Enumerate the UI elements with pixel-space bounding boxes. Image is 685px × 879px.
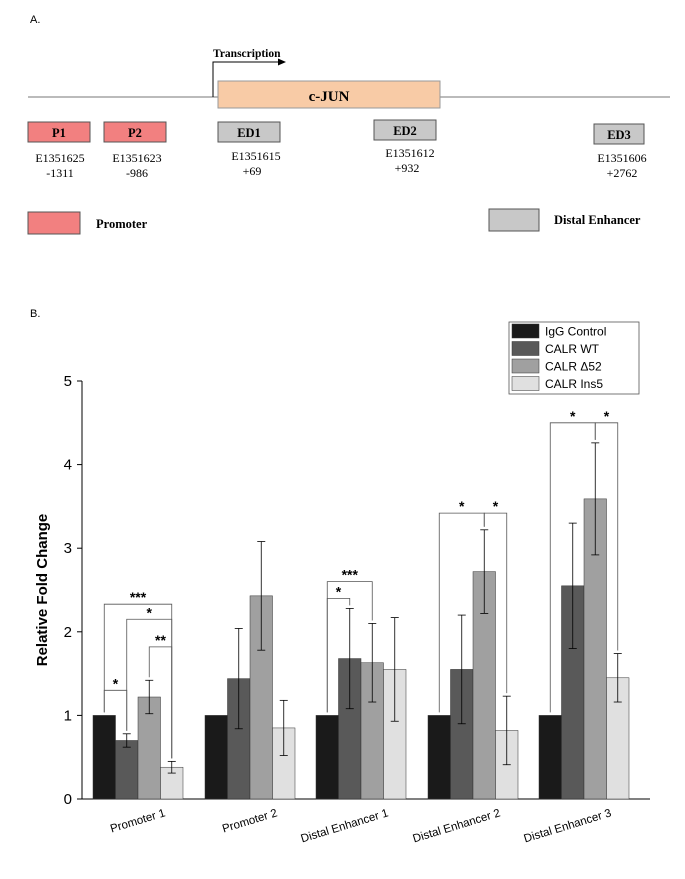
promoter-legend-label: Promoter [96,217,148,231]
ed2-position: +932 [395,161,420,175]
significance-label: * [570,408,576,424]
bar [227,678,251,800]
panel-a-label: A. [30,14,40,26]
significance-label: * [459,498,465,514]
significance-bracket [126,618,173,759]
bar [115,740,139,800]
transcription-arrowhead [278,58,286,66]
gene-diagram: A. c-JUN Transcription P1 E1351625 -1311… [27,14,670,235]
ed3-position: +2762 [607,166,638,180]
significance-label: *** [130,589,147,605]
legend-label: IgG Control [545,325,606,339]
ed1-position: +69 [243,164,262,178]
significance-bracket [326,597,351,713]
significance-label: *** [342,567,359,583]
bar [360,662,384,800]
significance-bracket [103,603,173,759]
legend-swatch [511,358,540,374]
ed1-label: ED1 [237,126,261,140]
significance-bracket [103,689,128,731]
panel-b-label: B. [30,308,40,320]
bar [538,715,562,800]
x-category-label: Promoter 2 [221,807,279,835]
significance-label: * [113,675,119,691]
y-axis-label: Relative Fold Change [34,514,51,667]
bar [338,658,362,800]
x-category-label: Promoter 1 [109,807,167,835]
legend-swatch [511,341,540,356]
y-tick-label: 1 [64,707,72,724]
bar [272,727,296,800]
ed2-id: E1351612 [385,146,434,160]
ed2-box [373,119,437,141]
bar [160,766,184,800]
bar [450,669,474,800]
significance-bracket [326,581,373,713]
significance-bracket [438,512,485,713]
bar [315,715,339,800]
transcription-label: Transcription [213,48,281,60]
ed3-label: ED3 [607,128,631,142]
legend-label: CALR Δ52 [545,360,602,374]
p1-position: -1311 [46,166,74,180]
legend-swatch [511,376,540,391]
bar [204,715,228,800]
transcription-arrow [212,61,278,97]
bar [92,715,116,800]
significance-bracket [549,422,596,713]
significance-label: ** [155,632,166,648]
x-category-label: Distal Enhancer 2 [412,807,502,845]
p2-position: -986 [126,166,148,180]
bar [249,595,273,800]
promoter-legend-swatch [27,211,81,235]
y-tick-label: 5 [64,373,72,390]
p2-box [103,121,167,143]
legend-box [508,321,640,395]
enhancer-legend-label: Distal Enhancer [554,213,641,227]
ed3-box [593,123,645,145]
significance-label: * [604,408,610,424]
significance-label: * [493,498,499,514]
bar [606,677,630,800]
y-tick-label: 0 [64,791,72,808]
enhancer-legend-swatch [488,208,540,232]
legend-label: CALR Ins5 [545,377,603,391]
bar [137,696,161,800]
y-tick-label: 3 [64,540,72,557]
legend-label: CALR WT [545,342,600,356]
x-category-label: Distal Enhancer 1 [300,807,390,845]
bar [561,585,585,800]
y-tick-label: 4 [64,457,72,474]
significance-bracket [594,422,619,651]
significance-bracket [483,512,508,694]
bar [472,571,496,800]
p1-id: E1351625 [35,151,84,165]
p2-label: P2 [128,126,142,140]
p1-label: P1 [52,126,66,140]
x-category-label: Distal Enhancer 3 [523,807,613,845]
ed1-id: E1351615 [231,149,280,163]
y-tick-label: 2 [64,624,72,641]
ed1-box [217,121,281,143]
significance-bracket [148,646,173,759]
ed2-label: ED2 [393,124,417,138]
bar [383,669,407,800]
bar [495,730,519,800]
gene-label: c-JUN [309,89,350,105]
legend-swatch [511,323,540,339]
p2-id: E1351623 [112,151,161,165]
bar [427,715,451,800]
ed3-id: E1351606 [597,151,646,165]
p1-box [27,121,91,143]
gene-box [217,80,441,109]
bar [583,498,607,800]
significance-label: * [336,583,342,599]
significance-label: * [147,604,153,620]
